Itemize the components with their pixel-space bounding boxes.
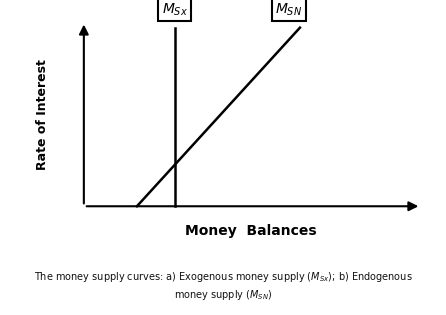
- Text: Rate of Interest: Rate of Interest: [36, 60, 49, 170]
- Text: The money supply curves: a) Exogenous money supply ($M_{Sx}$); b) Endogenous
mon: The money supply curves: a) Exogenous mo…: [33, 270, 413, 302]
- Text: $M_{SN}$: $M_{SN}$: [275, 1, 302, 18]
- Text: Money  Balances: Money Balances: [185, 224, 317, 238]
- Text: $M_{Sx}$: $M_{Sx}$: [162, 1, 188, 18]
